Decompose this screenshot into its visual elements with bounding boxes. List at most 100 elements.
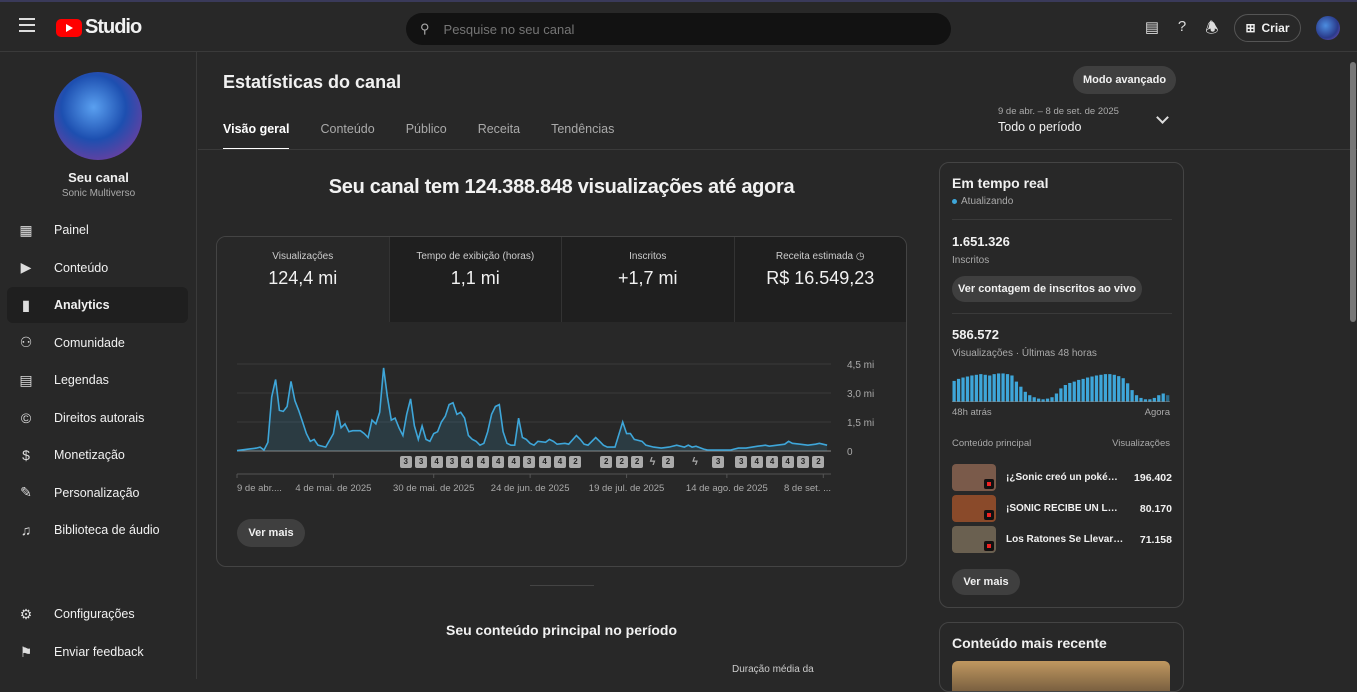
- data-point: [496, 402, 502, 408]
- upload-marker[interactable]: 4: [492, 456, 505, 468]
- data-point: [705, 447, 711, 453]
- sidebar-item-label: Configurações: [54, 607, 135, 621]
- upload-marker[interactable]: 2: [631, 456, 644, 468]
- sidebar-item-configura-es[interactable]: ⚙ Configurações: [7, 596, 188, 632]
- hourly-bar: [961, 377, 965, 402]
- sidebar-item-biblioteca-de-udio[interactable]: ♫ Biblioteca de áudio: [7, 512, 188, 548]
- metric-tab[interactable]: Inscritos +1,7 mi: [561, 237, 734, 322]
- top-content-item[interactable]: ¡¿Sonic creó un pokémon... 196.402: [952, 464, 1172, 491]
- search-input[interactable]: [443, 21, 904, 37]
- data-point: [288, 378, 294, 384]
- y-tick-label: 1,5 mi: [847, 418, 874, 429]
- community-icon: ⚇: [19, 334, 33, 350]
- upload-marker[interactable]: 3: [399, 456, 412, 468]
- top-content-item[interactable]: ¡SONIC RECIBE UN LÁPIZ... 80.170: [952, 495, 1172, 522]
- sidebar-item-label: Direitos autorais: [54, 410, 145, 425]
- tab-tend-ncias[interactable]: Tendências: [551, 122, 615, 136]
- sidebar-item-legendas[interactable]: ▤ Legendas: [7, 362, 188, 398]
- date-range-dates[interactable]: 9 de abr. – 8 de set. de 2025: [998, 106, 1119, 117]
- sidebar-item-painel[interactable]: ▦ Painel: [7, 212, 188, 248]
- chevron-down-icon[interactable]: [1156, 111, 1169, 124]
- data-point: [535, 438, 541, 444]
- upload-marker[interactable]: 4: [766, 456, 779, 468]
- upload-marker[interactable]: 2: [569, 456, 582, 468]
- video-thumbnail: [952, 464, 996, 491]
- create-button[interactable]: ⊞ Criar: [1234, 14, 1301, 42]
- upload-marker[interactable]: 2: [812, 456, 825, 468]
- tab-p-blico[interactable]: Público: [405, 122, 447, 136]
- top-content-item[interactable]: Los Ratones Se Llevaron... 71.158: [952, 526, 1172, 553]
- data-point: [824, 442, 830, 448]
- hamburger-menu-icon[interactable]: [19, 18, 35, 36]
- data-point: [604, 444, 610, 450]
- date-range-label[interactable]: Todo o período: [998, 120, 1082, 134]
- latest-content-thumbnail[interactable]: [952, 661, 1170, 691]
- upload-marker[interactable]: 4: [430, 456, 443, 468]
- metric-tab[interactable]: Visualizações 124,4 mi: [217, 237, 389, 322]
- data-point: [384, 394, 390, 400]
- upload-marker[interactable]: 2: [600, 456, 613, 468]
- data-point: [400, 433, 406, 439]
- upload-marker[interactable]: 4: [461, 456, 474, 468]
- upload-marker[interactable]: 3: [523, 456, 536, 468]
- hourly-bar: [1054, 393, 1059, 402]
- see-more-button[interactable]: Ver mais: [237, 519, 305, 547]
- data-point: [315, 442, 321, 448]
- sidebar-item-monetiza-o[interactable]: $ Monetização: [7, 437, 188, 473]
- upload-marker[interactable]: 4: [507, 456, 520, 468]
- tab-receita[interactable]: Receita: [477, 122, 521, 136]
- data-point: [427, 438, 433, 444]
- metric-tab[interactable]: Receita estimada ◷ R$ 16.549,23: [733, 237, 906, 322]
- hourly-bar: [952, 380, 956, 402]
- data-point: [658, 445, 664, 451]
- help-icon[interactable]: ?: [1177, 18, 1187, 35]
- upload-marker[interactable]: 3: [446, 456, 458, 468]
- sidebar-item-analytics[interactable]: ▮ Analytics: [7, 287, 188, 323]
- upload-marker[interactable]: 4: [476, 456, 489, 468]
- upload-marker[interactable]: 3: [797, 456, 809, 468]
- upload-marker[interactable]: 3: [415, 456, 428, 468]
- channel-handle: Sonic Multiverso: [61, 188, 136, 199]
- channel-avatar[interactable]: [54, 72, 142, 160]
- x-tick-label: 8 de set. ...: [784, 483, 831, 494]
- data-point: [627, 431, 633, 437]
- upload-marker[interactable]: 4: [781, 456, 794, 468]
- metric-tab[interactable]: Tempo de exibição (horas) 1,1 mi: [388, 237, 561, 322]
- advanced-mode-button[interactable]: Modo avançado: [1073, 66, 1176, 94]
- data-point: [284, 404, 290, 410]
- data-point: [755, 443, 761, 449]
- upload-marker[interactable]: 4: [750, 456, 763, 468]
- page-title: Estatísticas do canal: [223, 72, 402, 92]
- views-line: [236, 367, 828, 452]
- data-point: [442, 413, 448, 419]
- views-chart: 0 1,5 mi 3,0 mi 4,5 mi 9 de abr.... 4 de mai.…: [236, 360, 874, 494]
- search-bar[interactable]: ⚲: [406, 13, 951, 45]
- data-point: [273, 376, 279, 382]
- sidebar-item-direitos-autorais[interactable]: © Direitos autorais: [7, 400, 188, 436]
- scrollbar[interactable]: [1350, 62, 1356, 322]
- sidebar-item-enviar-feedback[interactable]: ⚑ Enviar feedback: [7, 634, 188, 670]
- upload-marker[interactable]: 3: [712, 456, 725, 468]
- upload-marker[interactable]: 2: [662, 456, 674, 468]
- shorts-upload-marker[interactable]: ϟ: [649, 456, 656, 468]
- hourly-bar: [996, 373, 1001, 402]
- video-thumbnail: [952, 526, 996, 553]
- sidebar-item-conte-do[interactable]: ▶ Conteúdo: [7, 250, 188, 286]
- realtime-see-more-button[interactable]: Ver mais: [952, 569, 1020, 595]
- studio-logo[interactable]: Studio: [56, 16, 142, 39]
- account-avatar[interactable]: [1316, 16, 1340, 40]
- live-subscriber-count-button[interactable]: Ver contagem de inscritos ao vivo: [952, 276, 1142, 302]
- tab-vis-o-geral[interactable]: Visão geral: [223, 122, 290, 150]
- upload-marker[interactable]: 3: [735, 456, 748, 468]
- tab-conte-do[interactable]: Conteúdo: [320, 122, 375, 136]
- shorts-upload-marker[interactable]: ϟ: [692, 456, 698, 468]
- sidebar-item-personaliza-o[interactable]: ✎ Personalização: [7, 475, 188, 511]
- upload-marker[interactable]: 2: [615, 456, 628, 468]
- hourly-bar: [1126, 383, 1130, 402]
- upload-marker[interactable]: 4: [554, 456, 566, 468]
- live-dot-icon: [952, 199, 957, 204]
- upload-marker[interactable]: 4: [538, 456, 551, 468]
- captions-icon[interactable]: ▤: [1144, 19, 1160, 36]
- sidebar-item-comunidade[interactable]: ⚇ Comunidade: [7, 325, 188, 361]
- bell-icon[interactable]: 🕭: [1205, 20, 1219, 37]
